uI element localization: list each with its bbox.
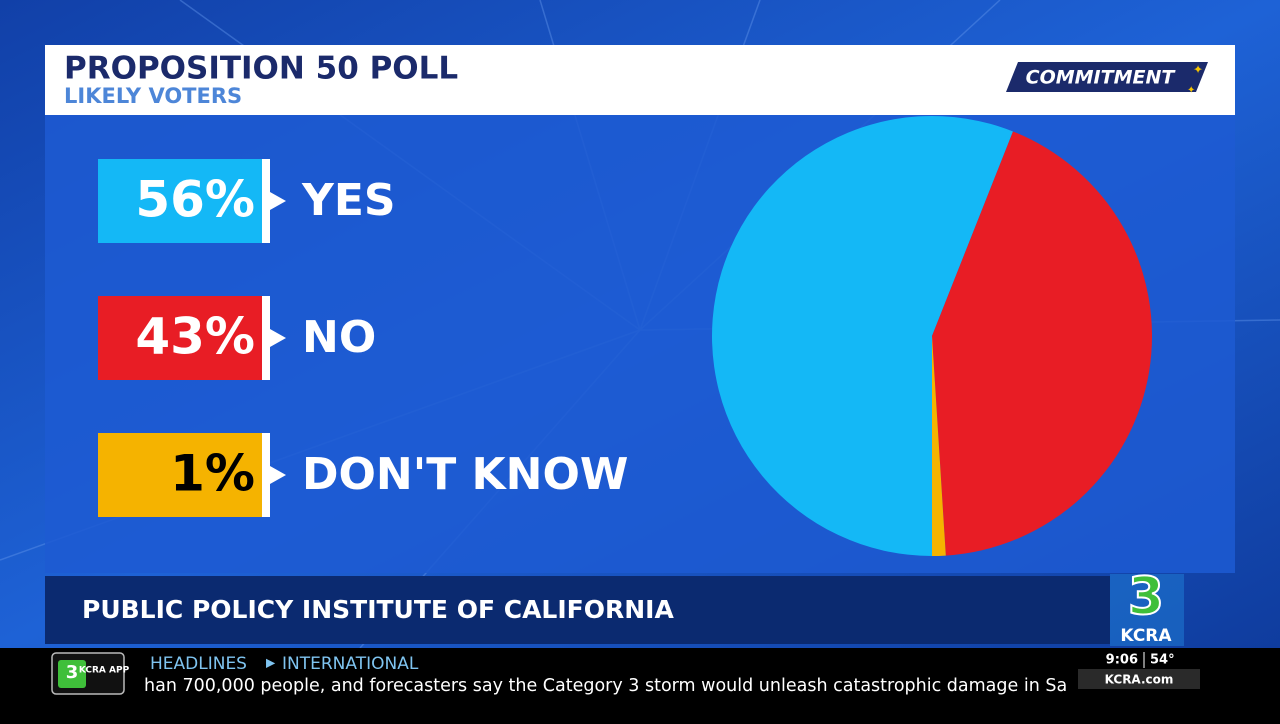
segment-logo [1006,62,1208,92]
legend-label: YES [301,175,396,226]
legend: 56% YES 43% NO 1% DON'T KNOW [98,159,628,517]
legend-label: NO [302,312,376,363]
legend-value: 56% [135,171,255,229]
station-name: KCRA [1120,626,1172,646]
logo-star: ✦ [1187,85,1195,96]
legend-label: DON'T KNOW [302,449,628,500]
ticker-subsection: INTERNATIONAL [282,654,419,674]
app-badge-number: 3 [66,662,79,683]
legend-arrow [270,329,286,347]
ticker-arrow: ▶ [266,656,276,670]
ticker-time: 9:06 [1106,653,1138,668]
chart-subtitle: LIKELY VOTERS [64,84,242,108]
station-number: 3 [1128,567,1164,627]
legend-box [98,433,264,517]
ticker-section: HEADLINES [150,654,247,674]
legend-value: 1% [170,445,255,503]
ticker-temperature: 54° [1150,653,1175,668]
legend-box-edge [262,433,270,517]
legend-box [98,159,264,243]
legend-arrow [270,466,286,484]
legend-arrow [270,192,286,210]
ticker-text: han 700,000 people, and forecasters say … [144,676,1067,696]
app-badge-icon [58,660,86,688]
pie-slice [932,336,946,556]
legend-box [98,296,264,380]
pie [711,115,1152,556]
logo-star: ✦ [1193,63,1203,77]
pie-slice [711,115,1013,556]
pie-slice [932,131,1152,556]
website-box [1078,669,1200,689]
source-text: PUBLIC POLICY INSTITUTE OF CALIFORNIA [82,595,674,624]
ticker-website: KCRA.com [1105,673,1174,687]
chart-title: PROPOSITION 50 POLL [64,51,458,87]
station-logo-bg [1110,574,1184,646]
segment-logo-text: COMMITMENT [1026,67,1177,89]
legend-box-edge [262,159,270,243]
source-bar [45,576,1110,644]
legend-value: 43% [135,308,255,366]
app-badge-text: KCRA APP [79,666,130,676]
legend-box-edge [262,296,270,380]
ticker-bar [0,648,1280,720]
